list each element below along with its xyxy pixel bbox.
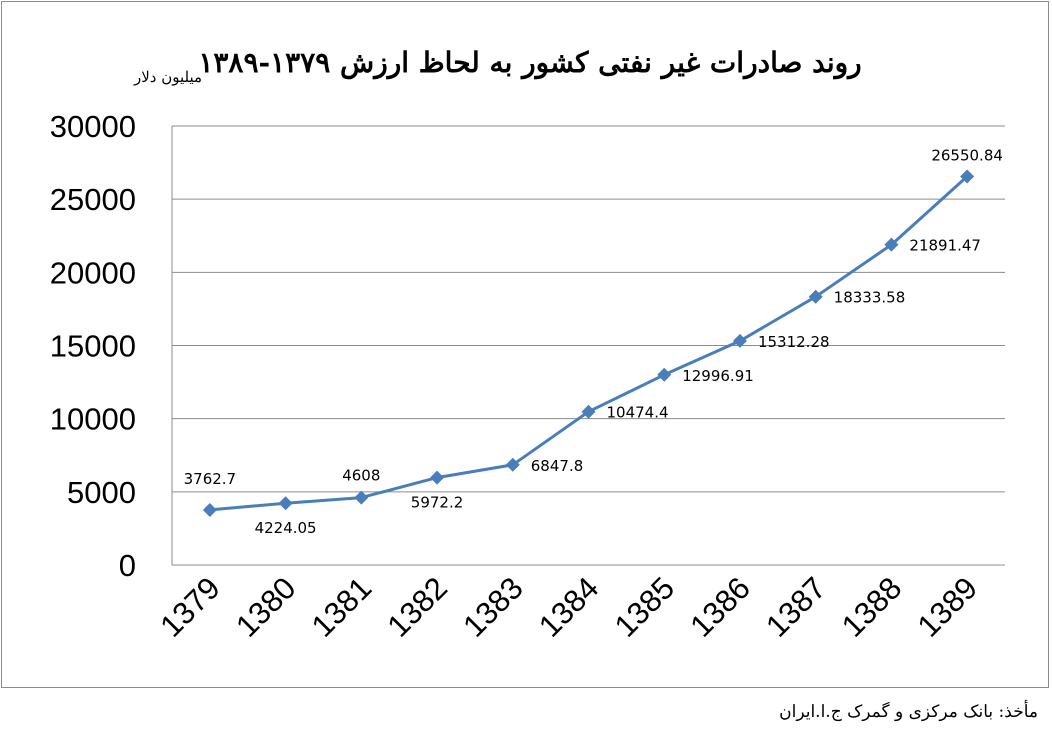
data-label: 5972.2 <box>411 494 464 512</box>
y-axis-label: میلیون دلار <box>133 68 202 86</box>
series-polyline <box>209 175 969 512</box>
data-label: 3762.7 <box>184 470 237 488</box>
source-note: مأخذ: بانک مرکزی و گمرک ج.ا.ایران <box>779 702 1038 722</box>
data-label: 18333.58 <box>834 289 906 307</box>
x-tick-label: 1379 <box>153 570 227 644</box>
y-tick-label: 20000 <box>50 255 136 290</box>
x-tick-labels: 1379 1380 1381 1382 1383 1384 1385 1386 1387 1388… <box>153 570 984 644</box>
x-tick-label: 1383 <box>456 570 530 644</box>
data-point-marker <box>884 237 899 252</box>
x-tick-label: 1382 <box>380 570 454 644</box>
series-line <box>209 175 969 512</box>
x-tick-label: 1381 <box>305 570 379 644</box>
x-tick-label: 1386 <box>683 570 757 644</box>
data-label: 21891.47 <box>909 237 981 255</box>
data-point-marker <box>732 333 747 348</box>
data-label: 4608 <box>342 467 380 485</box>
data-labels: 3762.7 4224.05 4608 5972.2 6847.8 10474.4 1299… <box>184 146 1003 537</box>
data-point-marker <box>505 457 520 472</box>
chart-frame <box>1 1 1049 688</box>
y-tick-labels: 0 5000 10000 15000 20000 25000 30000 <box>50 109 136 583</box>
data-point-marker <box>657 367 672 382</box>
y-tick-label: 25000 <box>50 182 136 217</box>
data-label: 12996.91 <box>682 367 754 385</box>
x-tick-label: 1389 <box>911 570 985 644</box>
gridlines <box>171 125 1005 566</box>
y-tick-label: 10000 <box>50 402 136 437</box>
data-label: 26550.84 <box>931 146 1003 164</box>
data-point-marker <box>430 470 445 485</box>
data-label: 15312.28 <box>758 333 830 351</box>
x-tick-label: 1388 <box>835 570 909 644</box>
x-tick-label: 1387 <box>759 570 833 644</box>
x-tick-label: 1380 <box>229 570 303 644</box>
data-point-marker <box>354 490 369 505</box>
y-tick-label: 5000 <box>67 475 136 510</box>
data-point-marker <box>960 169 975 184</box>
x-tick-label: 1384 <box>532 570 606 644</box>
data-label: 10474.4 <box>607 404 669 422</box>
data-point-marker <box>278 496 293 511</box>
data-label: 6847.8 <box>531 457 584 475</box>
data-label: 4224.05 <box>255 519 317 537</box>
data-point-marker <box>581 404 596 419</box>
chart-title: روند صادرات غیر نفتی کشور به لحاظ ارزش ۱… <box>198 46 861 80</box>
x-tick-label: 1385 <box>608 570 682 644</box>
y-tick-label: 30000 <box>50 109 136 144</box>
y-tick-label: 15000 <box>50 329 136 364</box>
y-tick-label: 0 <box>119 548 136 583</box>
data-point-marker <box>808 289 823 304</box>
data-point-marker <box>202 502 217 517</box>
data-markers <box>202 169 975 517</box>
